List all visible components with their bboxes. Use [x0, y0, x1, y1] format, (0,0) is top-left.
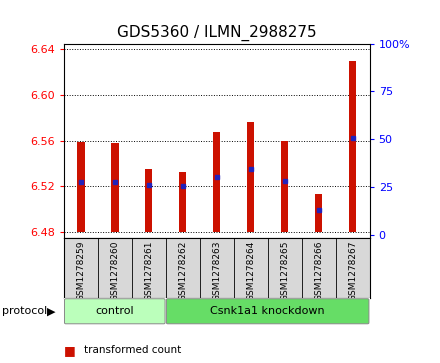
Text: GSM1278264: GSM1278264	[246, 241, 255, 301]
Text: GSM1278259: GSM1278259	[76, 241, 85, 301]
Bar	[315, 194, 323, 232]
Text: transformed count: transformed count	[84, 345, 181, 355]
Text: GSM1278267: GSM1278267	[348, 241, 357, 301]
Bar	[247, 122, 254, 232]
Text: GSM1278265: GSM1278265	[280, 241, 289, 301]
Bar	[179, 171, 187, 232]
Bar	[145, 169, 153, 232]
Bar	[281, 140, 288, 232]
FancyBboxPatch shape	[65, 299, 165, 324]
Text: control: control	[95, 306, 134, 316]
Bar	[349, 61, 356, 232]
Bar	[111, 143, 118, 232]
Text: ▶: ▶	[47, 306, 55, 316]
Title: GDS5360 / ILMN_2988275: GDS5360 / ILMN_2988275	[117, 25, 316, 41]
Text: Csnk1a1 knockdown: Csnk1a1 knockdown	[210, 306, 325, 316]
Text: ■: ■	[64, 344, 76, 357]
FancyBboxPatch shape	[166, 299, 369, 324]
Text: GSM1278266: GSM1278266	[314, 241, 323, 301]
Text: GSM1278260: GSM1278260	[110, 241, 119, 301]
Text: protocol: protocol	[2, 306, 48, 316]
Text: GSM1278261: GSM1278261	[144, 241, 153, 301]
Text: GSM1278262: GSM1278262	[178, 241, 187, 301]
Text: GSM1278263: GSM1278263	[212, 241, 221, 301]
Bar	[213, 131, 220, 232]
Bar	[77, 142, 84, 232]
